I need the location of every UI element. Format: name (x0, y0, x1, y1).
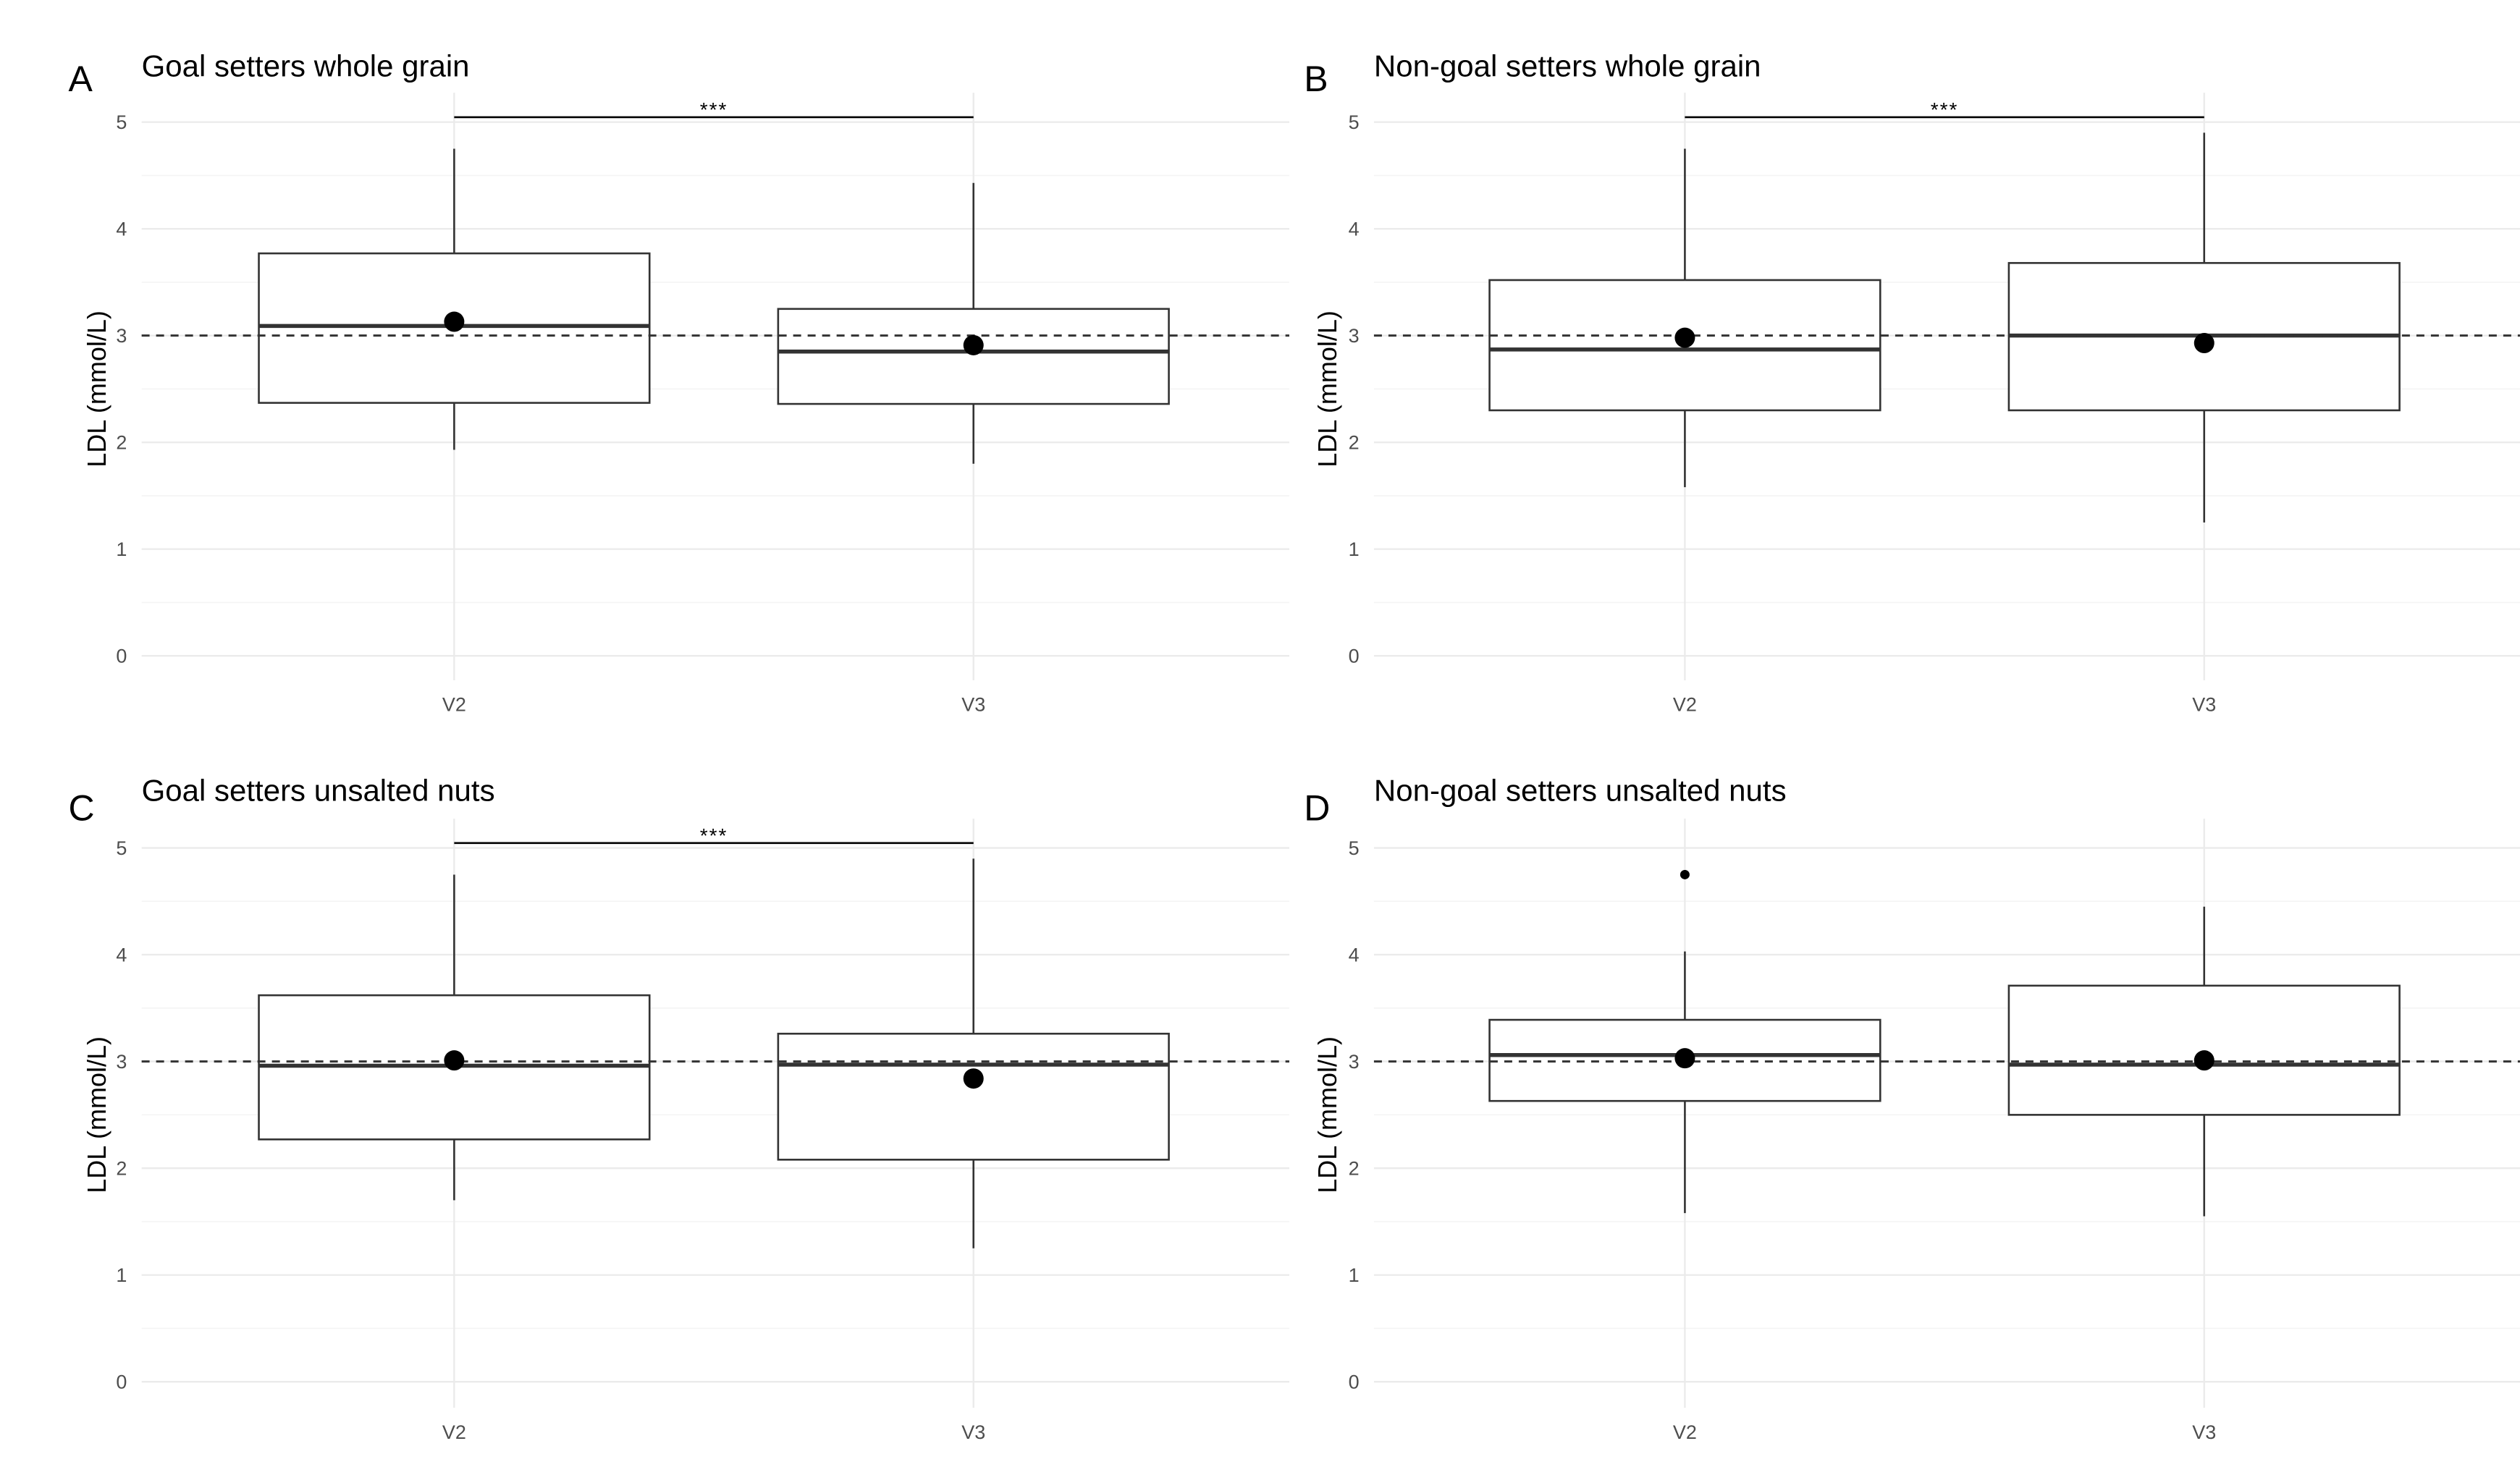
x-tick-label: V2 (442, 694, 466, 716)
panel-letter: C (68, 787, 94, 828)
iqr-box (777, 1032, 1170, 1161)
panel-title: Non-goal setters unsalted nuts (1374, 773, 1787, 807)
panel-b: 0 1 2 3 4 5 V2 V3 LDL (mmol/L) *** Non-goal setter… (1304, 49, 2520, 716)
outlier-point (1680, 869, 1690, 879)
y-tick-label: 1 (116, 538, 127, 560)
box-v3 (777, 858, 1170, 1248)
panel-letter: D (1304, 787, 1330, 828)
y-tick-label: 2 (116, 432, 127, 454)
panel-letter: B (1304, 59, 1328, 99)
mean-point (963, 334, 984, 355)
mean-point (1674, 1048, 1695, 1069)
panel-a: 0 1 2 3 4 5 V2 V3 LDL (mmol/L) *** Goal setters wh… (68, 49, 1289, 716)
y-tick-label: 5 (116, 111, 127, 133)
y-tick-label: 1 (116, 1264, 127, 1286)
y-axis-label: LDL (mmol/L) (82, 1036, 111, 1193)
mean-point (2194, 1050, 2215, 1071)
y-axis-label: LDL (mmol/L) (1312, 1036, 1342, 1193)
y-tick-label: 1 (1349, 1264, 1360, 1286)
y-axis-label: LDL (mmol/L) (1312, 310, 1342, 468)
y-tick-label: 3 (1349, 1051, 1360, 1073)
y-tick-label: 5 (1349, 837, 1360, 859)
y-tick-label: 2 (1349, 1158, 1360, 1180)
panel-letter: A (68, 59, 93, 99)
y-tick-label: 2 (116, 1158, 127, 1180)
x-tick-label: V3 (2192, 1421, 2216, 1443)
x-tick-label: V3 (961, 1421, 985, 1443)
y-tick-label: 3 (116, 1051, 127, 1073)
y-tick-label: 0 (116, 646, 127, 667)
panel-title: Non-goal setters whole grain (1374, 49, 1761, 83)
panel-d: 0 1 2 3 4 5 V2 V3 LDL (mmol/L) Non-goal setters u… (1304, 773, 2520, 1443)
x-tick-label: V3 (2192, 694, 2216, 716)
y-tick-label: 5 (1349, 111, 1360, 133)
y-axis-label: LDL (mmol/L) (82, 310, 111, 468)
y-tick-label: 4 (1349, 944, 1360, 966)
mean-point (2194, 333, 2215, 354)
iqr-box (777, 308, 1170, 405)
y-tick-label: 4 (1349, 219, 1360, 240)
y-tick-label: 3 (116, 325, 127, 347)
y-tick-label: 0 (1349, 1372, 1360, 1393)
significance-label: *** (1931, 98, 1959, 121)
box-v3 (2007, 906, 2401, 1217)
y-tick-label: 0 (1349, 646, 1360, 667)
mean-point (1674, 327, 1695, 348)
significance-label: *** (700, 98, 728, 121)
significance-label: *** (700, 824, 728, 847)
y-tick-label: 2 (1349, 432, 1360, 454)
mean-point (444, 1050, 465, 1071)
mean-point (963, 1068, 984, 1089)
y-tick-label: 4 (116, 944, 127, 966)
y-tick-label: 0 (116, 1372, 127, 1393)
panel-title: Goal setters unsalted nuts (142, 773, 495, 807)
x-tick-label: V3 (961, 694, 985, 716)
y-tick-label: 1 (1349, 538, 1360, 560)
x-tick-label: V2 (442, 1421, 466, 1443)
panel-title: Goal setters whole grain (142, 49, 470, 83)
mean-point (444, 311, 465, 332)
x-tick-label: V2 (1673, 1421, 1697, 1443)
x-tick-label: V2 (1673, 694, 1697, 716)
panel-c: 0 1 2 3 4 5 V2 V3 LDL (mmol/L) *** Goal setters un… (68, 773, 1289, 1443)
box-v3 (777, 182, 1170, 464)
y-tick-label: 4 (116, 219, 127, 240)
y-tick-label: 5 (116, 837, 127, 859)
y-tick-label: 3 (1349, 325, 1360, 347)
iqr-box (2007, 984, 2401, 1116)
